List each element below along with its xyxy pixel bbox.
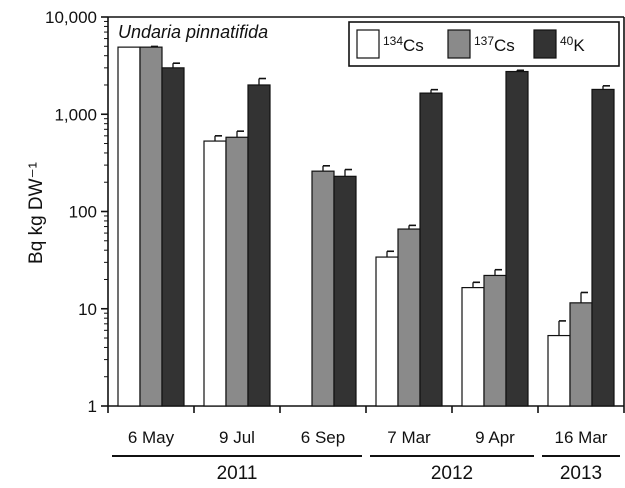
legend-box xyxy=(348,21,620,67)
legend-element-name: Cs xyxy=(403,36,424,55)
bar-137cs xyxy=(483,274,507,407)
legend-swatch xyxy=(447,29,471,59)
bar-40k xyxy=(419,92,443,407)
legend-swatch xyxy=(533,29,557,59)
bar-134cs xyxy=(375,256,399,407)
bar-134cs xyxy=(203,140,227,407)
bar-40k xyxy=(333,175,357,407)
year-label: 2011 xyxy=(217,463,258,484)
year-label: 2013 xyxy=(560,463,602,484)
bar-134cs xyxy=(117,46,141,407)
y-axis-label: Bq kg DW⁻¹ xyxy=(26,162,47,264)
bar-137cs xyxy=(569,302,593,407)
bars xyxy=(117,45,615,407)
y-tick-label: 1 xyxy=(88,397,97,416)
bar-137cs xyxy=(225,136,249,407)
y-tick-label: 1,000 xyxy=(54,105,97,124)
y-tick-label: 100 xyxy=(69,203,97,222)
x-axis: 6 May 9 Jul 6 Sep 7 Mar 9 Apr 16 Mar 2011 2012 2… xyxy=(107,406,625,484)
y-tick-label: 10,000 xyxy=(45,8,97,27)
legend: 134Cs 137Cs 40K xyxy=(348,21,620,67)
legend-mass-number: 134 xyxy=(383,34,403,48)
legend-mass-number: 40 xyxy=(560,34,574,48)
bar-40k xyxy=(591,88,615,407)
legend-element-name: Cs xyxy=(494,36,515,55)
x-category-label: 6 Sep xyxy=(301,428,345,447)
year-label: 2012 xyxy=(431,463,473,484)
bar-40k xyxy=(505,70,529,407)
x-category-label: 6 May xyxy=(128,428,175,447)
bar-134cs xyxy=(461,286,485,407)
legend-entry: 134Cs xyxy=(383,34,424,55)
bar-137cs xyxy=(397,228,421,407)
legend-entry: 40K xyxy=(560,34,585,55)
bar-137cs xyxy=(139,46,163,407)
legend-entry: 137Cs xyxy=(474,34,515,55)
bar-40k xyxy=(161,67,185,407)
x-category-label: 7 Mar xyxy=(387,428,431,447)
x-category-label: 9 Apr xyxy=(475,428,515,447)
bar-137cs xyxy=(311,170,335,407)
legend-mass-number: 137 xyxy=(474,34,494,48)
x-category-label: 16 Mar xyxy=(555,428,608,447)
legend-swatch xyxy=(356,29,380,59)
legend-element-name: K xyxy=(573,36,585,55)
bar-40k xyxy=(247,84,271,407)
bar-134cs xyxy=(547,334,571,407)
y-tick-label: 10 xyxy=(78,300,97,319)
x-category-label: 9 Jul xyxy=(219,428,255,447)
chart-title: Undaria pinnatifida xyxy=(118,22,268,42)
